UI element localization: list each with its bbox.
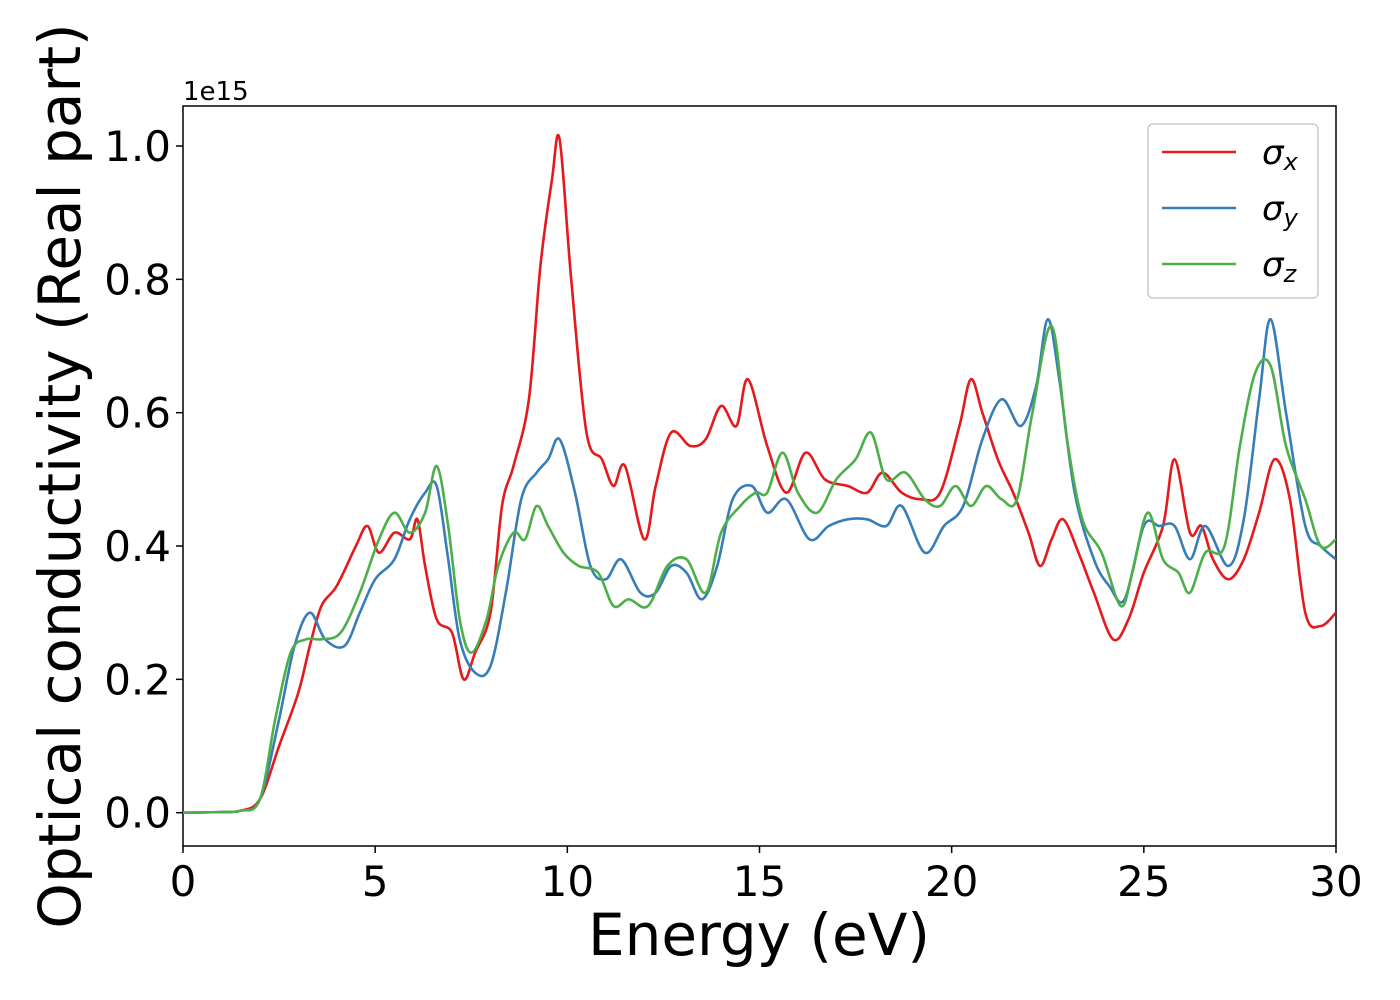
series-line-x [183, 133, 1336, 814]
x-tick-label: 15 [733, 857, 786, 906]
series-line-z [183, 324, 1336, 814]
plot-area: 0 5 10 15 20 25 30 0.0 0.2 0.4 0.6 0.8 1.0 [104, 105, 1363, 906]
x-tick-label: 20 [925, 857, 978, 906]
legend: σx σy σz [1147, 123, 1319, 299]
y-axis-ticks: 0.0 0.2 0.4 0.6 0.8 1.0 [104, 122, 183, 838]
y-tick-label: 0.6 [104, 389, 171, 438]
x-tick-label: 5 [362, 857, 389, 906]
y-tick-label: 0.0 [104, 789, 171, 838]
legend-frame [1147, 123, 1319, 299]
legend-label-y: σy [1262, 189, 1299, 232]
y-axis-title: Optical conductivity (Real part) [26, 23, 94, 928]
x-tick-label: 30 [1309, 857, 1362, 906]
legend-label-z: σz [1262, 245, 1298, 288]
y-tick-label: 0.8 [104, 255, 171, 304]
x-axis-title: Energy (eV) [588, 901, 930, 969]
y-axis-offset-label: 1e15 [183, 77, 249, 107]
y-tick-label: 1.0 [104, 122, 171, 171]
x-tick-label: 25 [1117, 857, 1170, 906]
series-layer [183, 133, 1336, 814]
series-line-y [183, 317, 1336, 814]
x-tick-label: 10 [541, 857, 594, 906]
y-tick-label: 0.2 [104, 655, 171, 704]
y-tick-label: 0.4 [104, 522, 171, 571]
legend-label-x: σx [1262, 133, 1299, 176]
x-tick-label: 0 [170, 857, 197, 906]
x-axis-ticks: 0 5 10 15 20 25 30 [170, 846, 1363, 906]
